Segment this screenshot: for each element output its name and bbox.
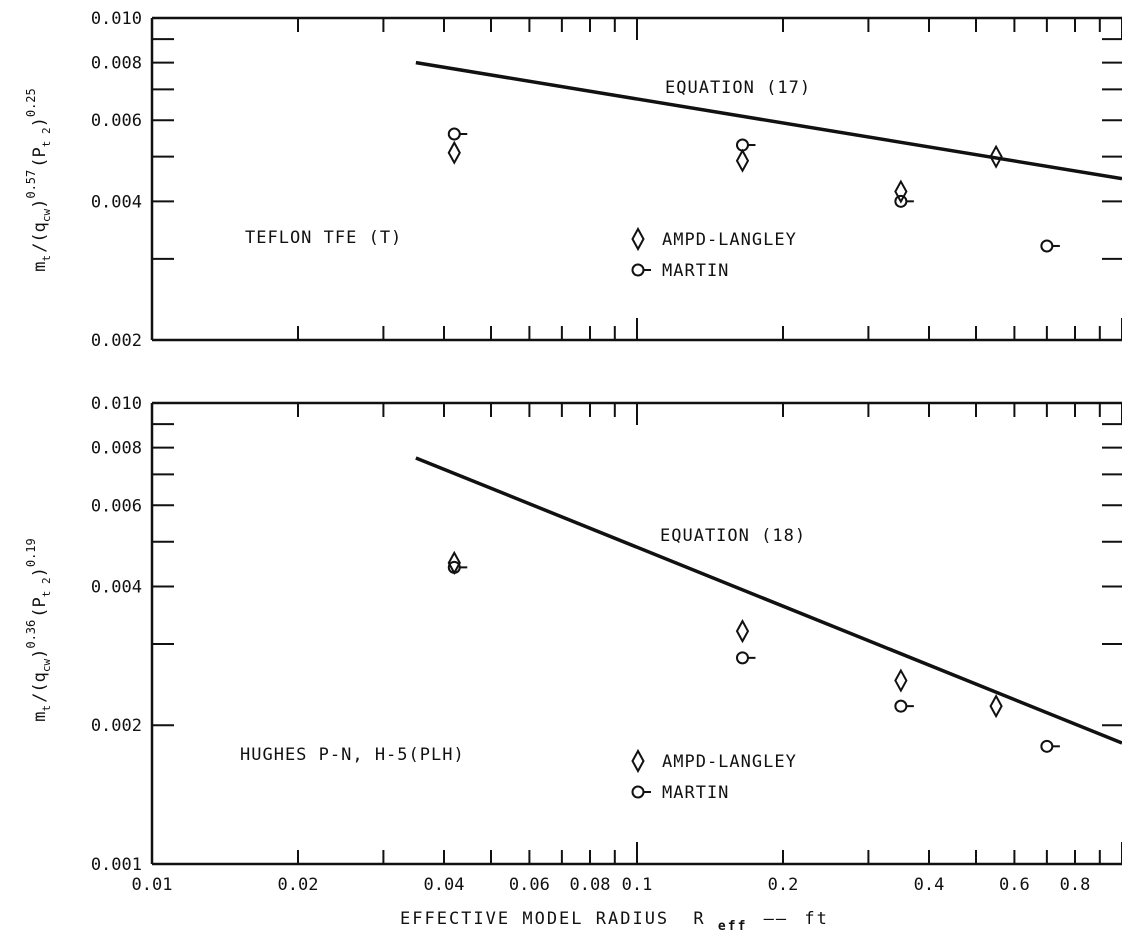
y-label-paren: /( (30, 232, 50, 252)
x-tick-label: 0.01 (132, 875, 173, 895)
y-label-q: q (30, 222, 50, 232)
x-axis-title: EFFECTIVE MODEL RADIUS R eff —— ft (400, 909, 829, 933)
x-tick-label: 0.4 (914, 875, 945, 895)
data-point-martin (894, 194, 914, 208)
equation-line (415, 60, 1122, 181)
y-label-paren: ) (30, 567, 50, 577)
x-tick-label: 0.08 (570, 875, 611, 895)
y-label-paren: ) (30, 117, 50, 127)
y-label-exp2: 0.25 (24, 88, 38, 117)
y-label-p: P (30, 597, 50, 607)
y-tick-label: 0.008 (91, 54, 142, 74)
y-tick-label: 0.002 (91, 331, 142, 351)
data-point-ampd-langley (989, 144, 1003, 169)
y-axis-label-text: mt/(qcw)0.36(Pt 2)0.19 (24, 538, 53, 722)
marker-circle (631, 263, 645, 277)
legend-label: AMPD-LANGLEY (662, 752, 797, 772)
y-label-p: P (30, 147, 50, 157)
material-label: HUGHES P-N, H-5(PLH) (240, 745, 465, 765)
x-axis-unit: ft (804, 909, 828, 929)
data-point-ampd-langley (989, 694, 1003, 719)
data-point-ampd-langley (735, 148, 750, 173)
x-tick-label: 0.8 (1060, 875, 1091, 895)
legend-marker-circle (631, 263, 651, 277)
data-point-martin (894, 699, 914, 713)
data-point-martin (447, 560, 468, 574)
y-label-exp1: 0.36 (24, 620, 38, 649)
marker-circle (1040, 739, 1054, 753)
data-point-ampd-langley (894, 179, 908, 204)
equation-line (415, 456, 1122, 745)
y-label-exp1: 0.57 (24, 170, 38, 199)
y-label-q: q (30, 672, 50, 682)
legend-marker-diamond (631, 748, 645, 774)
x-tick-label: 0.6 (999, 875, 1030, 895)
equation-label: EQUATION (18) (660, 526, 806, 546)
y-label-m: m (30, 712, 50, 722)
y-label-m-sub: t (40, 255, 53, 262)
x-tick-label: 0.2 (768, 875, 799, 895)
y-label-p-sub: t 2 (40, 127, 53, 147)
data-point-martin (735, 651, 756, 665)
data-point-ampd-langley (894, 668, 908, 693)
panel-bottom: 0.001 0.002 0.004 0.006 0.008 0.010 EQUATION (… (24, 394, 1122, 875)
data-point-ampd-langley (735, 619, 750, 644)
y-axis-label: mt/(qcw)0.36(Pt 2)0.19 (24, 538, 53, 722)
x-tick-label: 0.04 (424, 875, 465, 895)
marker-circle (447, 127, 461, 141)
legend-label: MARTIN (662, 261, 729, 281)
y-tick-label: 0.004 (91, 577, 142, 597)
x-axis-symbol: R (693, 909, 705, 929)
material-label: TEFLON TFE (T) (245, 228, 402, 248)
x-tick-label: 0.02 (278, 875, 319, 895)
y-tick-label: 0.006 (91, 496, 142, 516)
y-label-exp2: 0.19 (24, 538, 38, 567)
panel-top: 0.002 0.004 0.006 0.008 0.010 EQUATION (17) TE… (24, 9, 1122, 351)
marker-circle (631, 785, 645, 799)
y-label-m-sub: t (40, 705, 53, 712)
y-label-paren: /( (30, 682, 50, 702)
y-label-m: m (30, 262, 50, 272)
y-tick-label: 0.008 (91, 439, 142, 459)
data-point-martin (447, 127, 468, 141)
y-label-paren: ) (30, 649, 50, 659)
legend-label: MARTIN (662, 783, 729, 803)
y-axis-label-text: mt/(qcw)0.57(Pt 2)0.25 (24, 88, 53, 272)
y-label-q-sub: cw (40, 209, 53, 223)
data-point-martin (1040, 239, 1060, 253)
marker-circle (894, 699, 908, 713)
legend-marker-circle (631, 785, 651, 799)
data-point-ampd-langley (447, 140, 461, 165)
x-tick-label: 0.1 (622, 875, 653, 895)
y-label-paren: ) (30, 199, 50, 209)
marker-circle (735, 651, 749, 665)
y-tick-label: 0.004 (91, 192, 142, 212)
y-axis-label: mt/(qcw)0.57(Pt 2)0.25 (24, 88, 53, 272)
x-tick-label: 0.06 (509, 875, 550, 895)
data-point-martin (735, 138, 756, 152)
legend-marker-diamond (631, 226, 645, 252)
x-axis-label: EFFECTIVE MODEL RADIUS (400, 909, 669, 929)
data-point-martin (1040, 739, 1060, 753)
y-tick-label: 0.010 (91, 394, 142, 414)
y-label-paren: ( (30, 158, 50, 168)
x-axis-dash: —— (764, 909, 788, 929)
y-tick-label: 0.001 (91, 855, 142, 875)
legend-label: AMPD-LANGLEY (662, 230, 797, 250)
y-tick-label: 0.006 (91, 111, 142, 131)
x-axis-tick-labels: 0.01 0.02 0.04 0.06 0.08 0.1 0.2 0.4 0.6 0.8 (132, 875, 1091, 895)
y-label-p-sub: t 2 (40, 577, 53, 597)
y-label-q-sub: cw (40, 659, 53, 673)
equation-label: EQUATION (17) (665, 78, 811, 98)
y-tick-label: 0.002 (91, 716, 142, 736)
marker-circle (1040, 239, 1054, 253)
x-axis-symbol-sub: eff (718, 919, 747, 933)
y-label-paren: ( (30, 608, 50, 618)
y-tick-label: 0.010 (91, 9, 142, 29)
